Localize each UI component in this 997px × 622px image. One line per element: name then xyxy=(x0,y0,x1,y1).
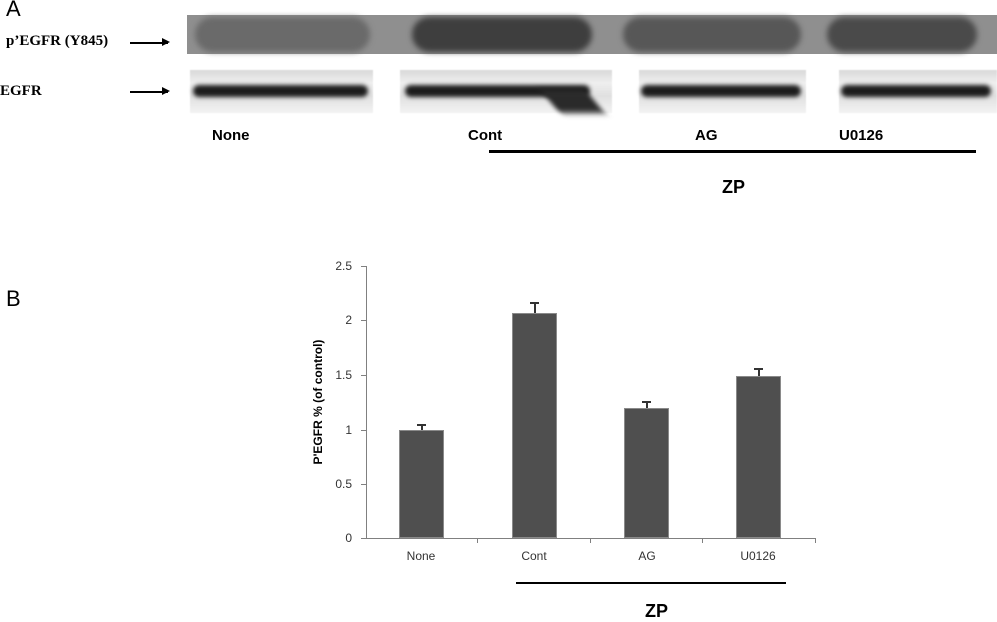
error-bar xyxy=(758,369,760,376)
y-tick-label: 2 xyxy=(345,313,352,327)
panel-b-letter: B xyxy=(6,286,21,311)
bar-ag xyxy=(624,408,669,538)
error-bar-cap xyxy=(754,368,763,370)
y-tick-label: 1.5 xyxy=(335,368,352,382)
bar-none xyxy=(399,430,444,538)
error-bar xyxy=(421,425,423,430)
western-blot-egfr-none xyxy=(190,70,373,113)
y-tick-label: 2.5 xyxy=(335,259,352,273)
x-tick xyxy=(477,538,478,543)
y-axis-label: P'EGFR % (of control) xyxy=(311,339,325,465)
x-tick xyxy=(702,538,703,543)
zp-label-a: ZP xyxy=(722,177,746,197)
error-bar-cap xyxy=(642,401,651,403)
row-label-egfr: EGFR xyxy=(0,83,42,99)
bar-cont xyxy=(512,313,557,538)
arrow-right-icon xyxy=(130,39,170,45)
western-blot-egfr-u0126 xyxy=(839,70,997,113)
error-bar-cap xyxy=(417,424,426,426)
lane-label-cont: Cont xyxy=(468,127,503,144)
band-ag xyxy=(623,17,801,52)
lane-label-ag: AG xyxy=(695,127,718,144)
x-tick xyxy=(815,538,816,543)
western-blot-egfr-ag xyxy=(639,70,806,113)
x-tick xyxy=(590,538,591,543)
zp-label-b: ZP xyxy=(645,601,669,621)
bar-u0126 xyxy=(736,376,781,538)
x-axis xyxy=(366,538,816,539)
y-tick-label: 0 xyxy=(345,531,352,545)
y-tick-label: 1 xyxy=(345,423,352,437)
x-category-ag: AG xyxy=(638,549,656,563)
error-bar xyxy=(534,303,536,313)
lane-label-u0126: U0126 xyxy=(839,127,884,144)
western-blot-pegfr xyxy=(187,15,997,54)
zp-bracket-line-b xyxy=(516,582,786,584)
arrow-right-icon xyxy=(130,88,170,94)
row-label-pegfr: p’EGFR (Y845) xyxy=(6,33,109,49)
panel-a-letter: A xyxy=(6,0,21,21)
y-tick xyxy=(361,375,366,376)
error-bar-cap xyxy=(530,302,539,304)
x-category-none: None xyxy=(406,549,436,563)
y-axis xyxy=(366,266,367,539)
y-tick xyxy=(361,484,366,485)
lane-label-none: None xyxy=(212,127,250,144)
x-category-u0126: U0126 xyxy=(740,549,776,563)
y-tick-label: 0.5 xyxy=(335,477,352,491)
band-none xyxy=(195,17,370,52)
y-tick xyxy=(361,266,366,267)
y-tick xyxy=(361,538,366,539)
x-category-cont: Cont xyxy=(521,549,547,563)
y-tick xyxy=(361,430,366,431)
western-blot-egfr-cont xyxy=(400,70,612,113)
error-bar xyxy=(646,402,648,408)
zp-bracket-line-a xyxy=(489,150,976,153)
y-tick xyxy=(361,320,366,321)
band-cont xyxy=(412,17,592,52)
band-u0126 xyxy=(827,17,977,52)
